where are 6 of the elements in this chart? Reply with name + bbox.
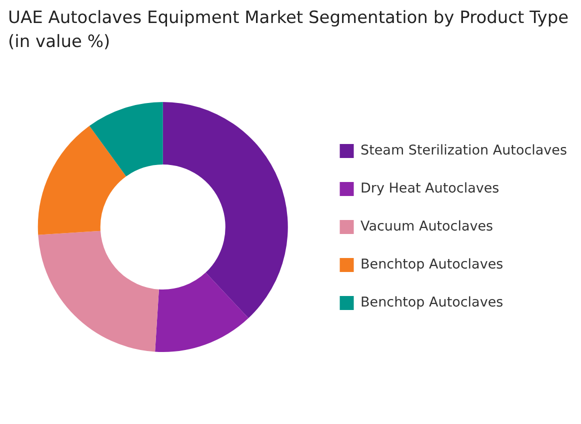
- chart-title: UAE Autoclaves Equipment Market Segmentation by Product Type (in value %): [8, 7, 570, 54]
- legend-label: Vacuum Autoclaves: [360, 218, 494, 234]
- legend-label: Benchtop Autoclaves: [360, 294, 504, 310]
- legend-label: Steam Sterilization Autoclaves: [360, 142, 568, 158]
- legend-label: Benchtop Autoclaves: [360, 256, 504, 272]
- legend-label: Dry Heat Autoclaves: [360, 180, 500, 196]
